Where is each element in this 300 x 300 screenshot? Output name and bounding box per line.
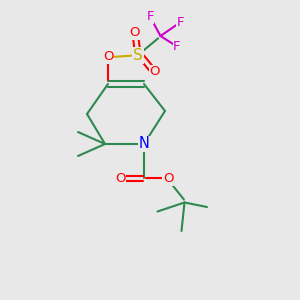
Text: O: O bbox=[163, 172, 173, 185]
Text: S: S bbox=[133, 48, 143, 63]
Text: N: N bbox=[139, 136, 149, 152]
Text: O: O bbox=[130, 26, 140, 40]
Text: F: F bbox=[146, 10, 154, 23]
Text: F: F bbox=[176, 16, 184, 29]
Text: O: O bbox=[149, 65, 160, 79]
Text: O: O bbox=[103, 50, 113, 64]
Text: O: O bbox=[115, 172, 125, 185]
Text: F: F bbox=[173, 40, 181, 53]
